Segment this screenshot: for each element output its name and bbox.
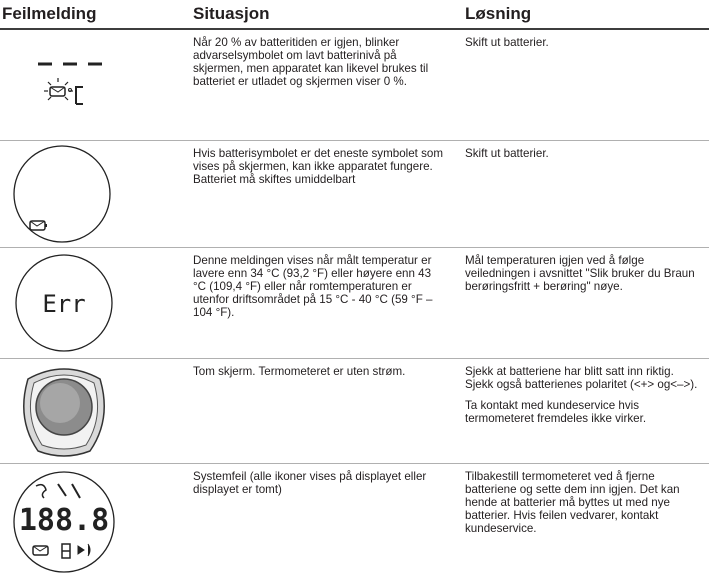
solution-text: Ta kontakt med kundeservice hvis termome…	[465, 399, 647, 425]
solution-text: Tilbakestill termometeret ved å fjerne b…	[465, 470, 680, 535]
solution-text: Skift ut batterier.	[465, 36, 549, 49]
table-row: 188.8 Systemfeil (alle ikoner vises på d…	[0, 464, 709, 581]
icon-blank-screen	[23, 368, 105, 457]
icon-low-battery	[38, 62, 102, 105]
column-header: Feilmelding	[2, 4, 97, 23]
situation: Denne meldingen vises når målt temperatu…	[193, 254, 433, 319]
situation: Hvis batterisymbolet er det eneste symbo…	[193, 147, 444, 186]
header-rule	[0, 28, 709, 30]
table-row: Når 20 % av batteritiden er igjen, blink…	[0, 30, 709, 141]
column-header: Situasjon	[193, 4, 270, 23]
solution-text: Mål temperaturen igjen ved å følge veile…	[465, 254, 695, 293]
solution: Sjekk at batteriene har blitt satt inn r…	[465, 365, 705, 433]
situation: Når 20 % av batteritiden er igjen, blink…	[193, 36, 429, 88]
display-text: Err	[42, 290, 85, 318]
solution-text: Skift ut batterier.	[465, 147, 549, 160]
table-row: Hvis batterisymbolet er det eneste symbo…	[0, 141, 709, 248]
solution: Tilbakestill termometeret ved å fjerne b…	[465, 470, 705, 543]
situation: Systemfeil (alle ikoner vises på display…	[193, 470, 427, 496]
table-row: Tom skjerm. Termometeret er uten strøm. …	[0, 359, 709, 464]
column-header: Løsning	[465, 4, 532, 23]
solution: Mål temperaturen igjen ved å følge veile…	[465, 254, 705, 301]
display-text: 188.8	[19, 503, 109, 538]
icon-err: Err	[15, 254, 113, 352]
solution: Skift ut batterier.	[465, 36, 705, 57]
solution-text: Sjekk at batteriene har blitt satt inn r…	[465, 365, 698, 391]
solution: Skift ut batterier.	[465, 147, 705, 168]
icon-system-error: 188.8	[13, 471, 115, 573]
icon-battery-only	[13, 145, 111, 243]
table-row: Err Denne meldingen vises når målt tempe…	[0, 248, 709, 359]
situation: Tom skjerm. Termometeret er uten strøm.	[193, 365, 406, 378]
